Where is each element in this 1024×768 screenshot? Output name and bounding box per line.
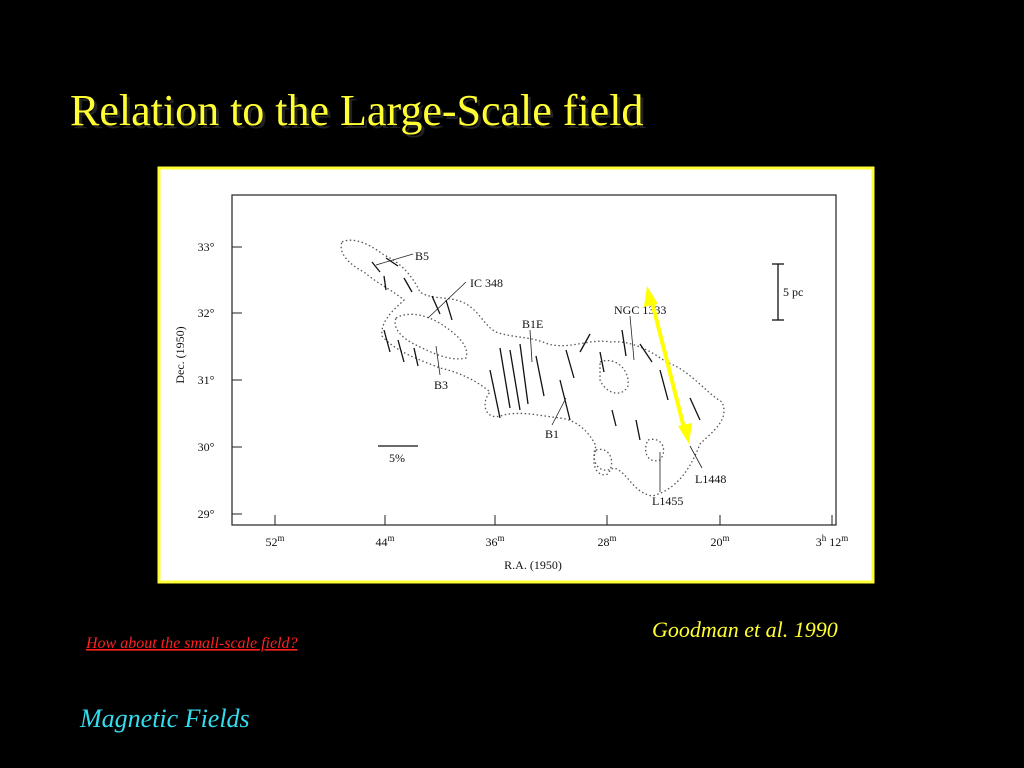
tick-text: 3 bbox=[816, 535, 822, 549]
field-arrow bbox=[644, 286, 692, 444]
region-label: B1 bbox=[545, 427, 559, 441]
polarization-bar-label: 5% bbox=[389, 451, 405, 465]
x-tick-label: 3h 12m bbox=[816, 533, 849, 549]
tick-text: 36 bbox=[485, 535, 497, 549]
x-tick-label: 36m bbox=[485, 533, 504, 549]
y-tick-label: 33° bbox=[198, 240, 215, 254]
x-tick-label: 44m bbox=[375, 533, 394, 549]
x-tick-label: 52m bbox=[265, 533, 284, 549]
tick-text: 52 bbox=[265, 535, 277, 549]
tick-text: 44 bbox=[375, 535, 387, 549]
x-axis-label: R.A. (1950) bbox=[504, 558, 562, 572]
tick-text: 28 bbox=[597, 535, 609, 549]
tick-superscript: m bbox=[841, 533, 848, 543]
tick-marks bbox=[232, 246, 833, 525]
scale-bar-label: 5 pc bbox=[783, 285, 803, 299]
tick-superscript: m bbox=[497, 533, 504, 543]
figure: 33° 32° 31° 30° 29° 52m 44m 36m 28m 20m 3h 12m… bbox=[157, 166, 875, 584]
link[interactable]: How about the small-scale field? bbox=[85, 635, 298, 652]
leader-lines bbox=[375, 253, 703, 492]
region-label: B1E bbox=[522, 317, 543, 331]
y-tick-label: 29° bbox=[198, 507, 215, 521]
region-label: L1455 bbox=[652, 494, 683, 508]
figure-frame bbox=[157, 166, 875, 584]
tick-superscript: m bbox=[722, 533, 729, 543]
region-label: B3 bbox=[434, 378, 448, 392]
tick-superscript: m bbox=[609, 533, 616, 543]
y-tick-label: 31° bbox=[198, 373, 215, 387]
y-axis-label: Dec. (1950) bbox=[173, 326, 187, 383]
x-tick-label: 20m bbox=[710, 533, 729, 549]
y-tick-label: 30° bbox=[198, 440, 215, 454]
tick-text: 12 bbox=[829, 535, 841, 549]
footer: Magnetic Fields bbox=[79, 704, 250, 733]
y-tick-label: 32° bbox=[198, 306, 215, 320]
tick-superscript: h bbox=[822, 533, 827, 543]
tick-text: 20 bbox=[710, 535, 722, 549]
tick-superscript: m bbox=[387, 533, 394, 543]
x-tick-label: 28m bbox=[597, 533, 616, 549]
tick-superscript: m bbox=[277, 533, 284, 543]
region-label: B5 bbox=[415, 249, 429, 263]
plot-frame bbox=[231, 194, 837, 526]
title-shadow: Relation to the Large-Scale field bbox=[73, 89, 646, 138]
citation: Goodman et al. 1990 bbox=[652, 617, 838, 642]
region-label: NGC 1333 bbox=[614, 303, 666, 317]
title: Relation to the Large-Scale field bbox=[70, 86, 643, 135]
region-label: IC 348 bbox=[470, 276, 503, 290]
region-label: L1448 bbox=[695, 472, 726, 486]
